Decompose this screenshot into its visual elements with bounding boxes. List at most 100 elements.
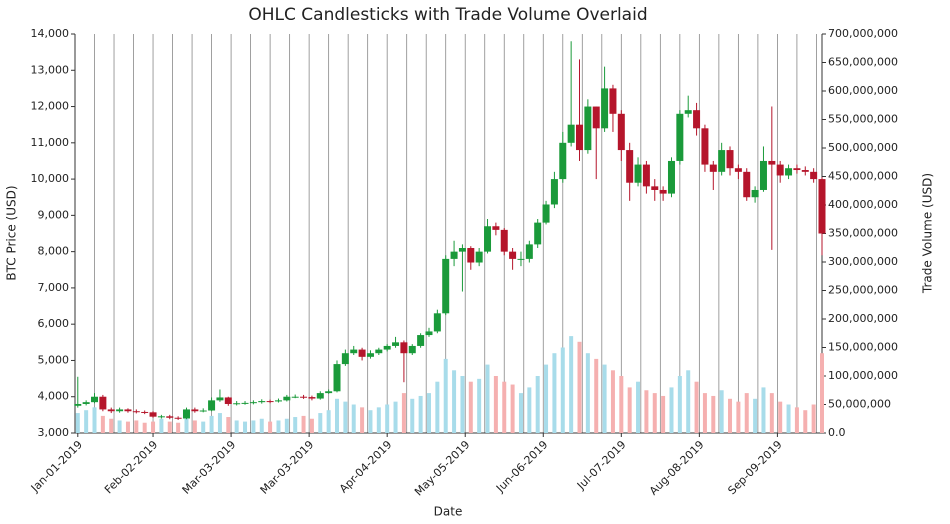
candle-body [617, 113, 625, 151]
y-tick-label: 3,000 [38, 426, 70, 439]
x-tick-label: Feb-02-2019 [102, 438, 160, 496]
volume-bar [485, 364, 490, 433]
candle-body [667, 160, 675, 194]
volume-bar [736, 401, 741, 433]
candle-body [132, 411, 140, 413]
volume-bar [502, 381, 507, 433]
volume-bar [184, 418, 189, 433]
y2-tick-label: 250,000,000 [828, 284, 898, 297]
volume-bar [518, 393, 523, 433]
x-tick-label: Jun-06-2019 [493, 438, 550, 495]
volume-bar [702, 393, 707, 433]
volume-bar [142, 422, 147, 433]
volume-bar [418, 395, 423, 433]
candle-body [726, 150, 734, 169]
volume-bar [477, 378, 482, 433]
candle-body [291, 396, 299, 398]
x-tick-label: Mar-03-2019 [180, 438, 239, 497]
volume-bar [753, 398, 758, 433]
volume-bar [243, 421, 248, 433]
candle-body [751, 189, 759, 198]
candle-body [576, 124, 584, 151]
candle-body [743, 171, 751, 198]
candle-body [182, 409, 190, 419]
candle-body [793, 168, 801, 171]
candle-body [626, 150, 634, 183]
volume-bar [226, 417, 231, 433]
candle-body [659, 189, 667, 194]
candle-body [693, 110, 701, 129]
candle-body [166, 416, 174, 418]
volume-bar [276, 420, 281, 433]
volume-bar [435, 381, 440, 433]
candle-body [408, 345, 416, 354]
candle-body [609, 88, 617, 114]
volume-bar [293, 417, 298, 433]
candle-body [74, 403, 82, 406]
candle-body [366, 353, 374, 357]
volume-bar [493, 376, 498, 433]
y2-tick-label: 600,000,000 [828, 84, 898, 97]
candle-body [216, 397, 224, 401]
y2-tick-label: 400,000,000 [828, 198, 898, 211]
volume-bar [351, 404, 356, 433]
candle-body [534, 222, 542, 245]
volume-bar [452, 370, 457, 433]
volume-bar [167, 421, 172, 433]
volume-bar [820, 353, 824, 433]
y-tick-label: 7,000 [38, 281, 70, 294]
y-tick-label: 5,000 [38, 353, 70, 366]
volume-bar [268, 421, 273, 433]
volume-bar [326, 410, 331, 433]
volume-bar [544, 364, 549, 433]
x-tick-label: Aug-08-2019 [647, 438, 707, 498]
y2-tick-label: 100,000,000 [828, 369, 898, 382]
volume-bar [778, 401, 783, 433]
volume-bar [284, 418, 289, 433]
candle-body [734, 168, 742, 172]
candle-body [567, 124, 575, 143]
volume-bar [368, 410, 373, 433]
candle-body [818, 179, 826, 234]
volume-bar [644, 390, 649, 433]
volume-bar [360, 407, 365, 433]
candle-body [325, 391, 333, 394]
volume-bar [569, 336, 574, 433]
volume-bar [443, 358, 448, 433]
candle-body [634, 164, 642, 183]
candle-body [810, 171, 818, 180]
candle-body [425, 331, 433, 336]
volume-bar [309, 418, 314, 433]
candle-body [174, 417, 182, 419]
candle-body [517, 258, 525, 260]
volume-bar [594, 358, 599, 433]
candle-body [258, 401, 266, 403]
candle-body [375, 349, 383, 354]
x-axis-title: Date [434, 505, 463, 519]
volume-bar [410, 398, 415, 433]
candle-body [484, 226, 492, 252]
x-tick-label: Jul-07-2019 [574, 438, 629, 493]
candle-body [442, 258, 450, 314]
y2-tick-label: 650,000,000 [828, 56, 898, 69]
volume-bar [769, 393, 774, 433]
volume-bar [401, 393, 406, 433]
candle-body [525, 244, 533, 259]
volume-bar [468, 381, 473, 433]
candle-body [550, 179, 558, 205]
volume-bar [535, 376, 540, 433]
candle-body [124, 409, 132, 412]
volume-bar [661, 395, 666, 433]
candle-body [316, 393, 324, 399]
candle-body [149, 412, 157, 417]
y2-tick-label: 350,000,000 [828, 227, 898, 240]
x-tick-label: Sep-09-2019 [725, 438, 784, 497]
candle-body [199, 410, 207, 412]
volume-bar [117, 420, 122, 433]
volume-bar [251, 420, 256, 433]
x-tick-label: Jan-01-2019 [28, 438, 85, 495]
volume-bar [318, 413, 323, 433]
candle-body [266, 401, 274, 403]
candle-body [676, 113, 684, 161]
